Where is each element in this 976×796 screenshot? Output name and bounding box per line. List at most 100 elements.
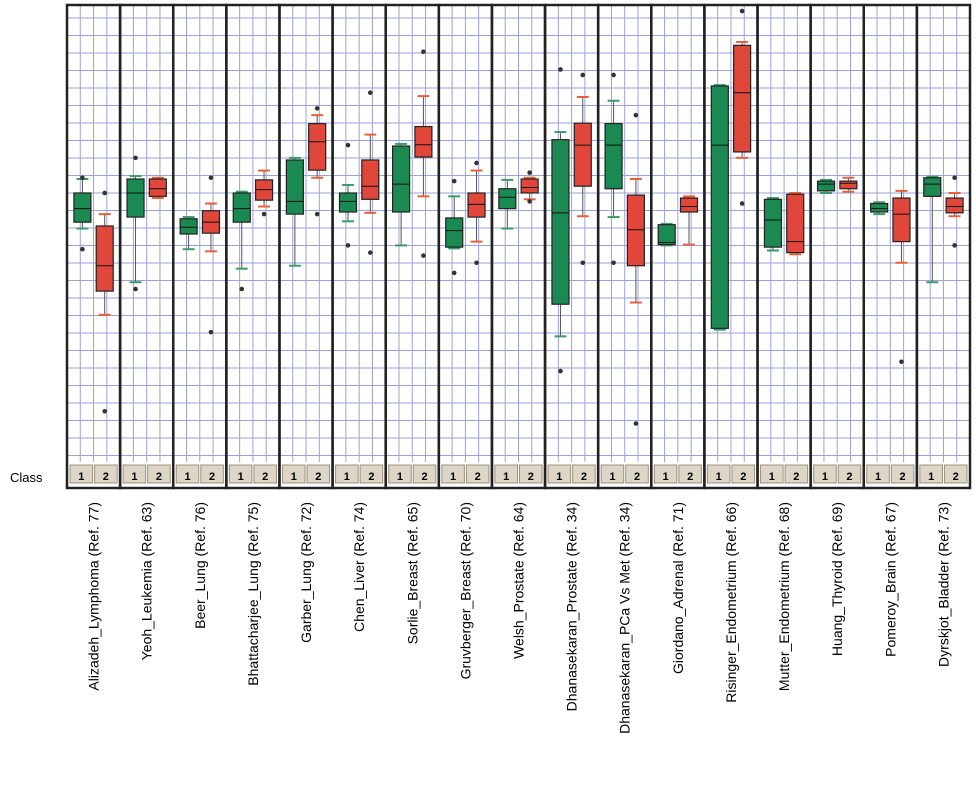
class-cell <box>175 464 200 484</box>
box-iqr <box>232 192 251 223</box>
class-cell <box>122 464 147 484</box>
outlier-point <box>368 250 373 255</box>
outlier-point <box>208 329 214 335</box>
outlier-point <box>952 175 957 181</box>
outlier-point <box>611 260 616 266</box>
box-iqr <box>870 202 889 213</box>
class-cell <box>200 464 224 484</box>
class-cell-label: 1 <box>238 471 244 483</box>
class-cell <box>784 464 809 484</box>
dataset-label: Alizadeh_Lymphoma (Ref. 77) <box>86 502 102 691</box>
outlier-point <box>739 8 745 14</box>
class-cell-label: 1 <box>716 471 722 483</box>
class-cell <box>890 464 915 484</box>
outlier-point <box>80 175 85 181</box>
outlier-point <box>527 199 532 204</box>
class-cell <box>412 464 437 484</box>
box-iqr <box>763 198 783 248</box>
outlier-point <box>474 260 479 266</box>
outlier-point <box>451 178 457 184</box>
class-cell-label: 1 <box>291 471 297 483</box>
box-iqr <box>126 178 145 218</box>
box-iqr <box>338 192 358 213</box>
outlier-point <box>611 72 616 78</box>
box-iqr <box>361 159 380 200</box>
dataset-label: Welsh_Prostate (Ref. 64) <box>511 502 527 659</box>
outlier-point <box>345 243 351 248</box>
class-cell-label: 2 <box>900 471 906 483</box>
outlier-point <box>345 142 351 148</box>
box-iqr <box>73 192 92 223</box>
class-cell <box>625 464 649 484</box>
class-cell <box>547 464 572 484</box>
class-row: 1 2 1 2 1 2 1 2 1 2 1 2 1 2 1 2 1 2 1 2 1 2 1 2 1 2 1 2 1 2 1 2 1 2 <box>69 464 968 484</box>
box-iqr <box>657 224 676 246</box>
box-iqr <box>945 197 964 214</box>
class-cell <box>706 464 731 484</box>
class-cell-label: 2 <box>421 471 427 483</box>
dataset-label: Gruvberger_Breast (Ref. 70) <box>457 502 473 679</box>
outlier-point <box>474 160 479 166</box>
outlier-point <box>421 49 426 54</box>
box-iqr <box>573 122 592 187</box>
class-cell-label: 1 <box>131 471 137 483</box>
outlier-point <box>739 201 745 206</box>
class-cell-label: 1 <box>78 471 84 483</box>
class-cell-label: 1 <box>663 471 669 483</box>
box-iqr <box>95 225 114 292</box>
class-cell-label: 2 <box>103 471 109 483</box>
class-cell <box>837 464 862 484</box>
class-cell-label: 2 <box>793 471 799 483</box>
class-cell <box>388 464 412 484</box>
outlier-point <box>239 286 245 292</box>
class-cell <box>147 464 171 484</box>
dataset-label: Garber_Lung (Ref. 72) <box>298 502 314 643</box>
box-iqr <box>179 218 198 235</box>
outlier-point <box>633 112 639 118</box>
dataset-label: Giordano_Adrenal (Ref. 71) <box>670 502 686 674</box>
class-cell <box>572 464 596 484</box>
box-iqr <box>839 180 858 190</box>
outlier-point <box>80 246 85 252</box>
outlier-point <box>102 408 108 414</box>
box-iqr <box>520 178 539 194</box>
class-cell <box>228 464 253 484</box>
class-cell <box>653 464 678 484</box>
outlier-point <box>208 175 214 181</box>
box-iqr <box>414 125 433 158</box>
dataset-label: Dhanasekaran_PCa Vs Met (Ref. 34) <box>617 502 633 734</box>
class-cell <box>760 464 784 484</box>
class-cell <box>731 464 756 484</box>
class-cell-label: 1 <box>609 471 615 483</box>
box-iqr <box>551 139 570 305</box>
outlier-point <box>368 90 373 96</box>
class-cell-label: 1 <box>503 471 509 483</box>
dataset-label: Sorlie_Breast (Ref. 65) <box>404 502 420 644</box>
class-cell-label: 1 <box>769 471 775 483</box>
dataset-labels: Alizadeh_Lymphoma (Ref. 77) Yeoh_Leukemia… <box>86 502 952 734</box>
outlier-point <box>451 270 457 276</box>
box-iqr <box>892 197 911 243</box>
class-cell-label: 2 <box>156 471 162 483</box>
class-cell-label: 2 <box>740 471 746 483</box>
class-cell <box>69 464 94 484</box>
box-iqr <box>467 192 486 218</box>
box-iqr <box>923 177 942 197</box>
outlier-point <box>314 106 320 111</box>
outlier-point <box>133 155 138 161</box>
outlier-point <box>102 190 108 196</box>
class-cell <box>94 464 118 484</box>
outlier-point <box>633 421 639 426</box>
box-layer <box>73 8 964 426</box>
class-cell-label: 1 <box>397 471 403 483</box>
class-cell <box>813 464 837 484</box>
box-iqr <box>498 188 517 210</box>
class-cell <box>919 464 943 484</box>
dataset-label: Yeoh_Leukemia (Ref. 63) <box>139 502 155 660</box>
box-iqr <box>710 85 729 329</box>
box-iqr <box>604 122 623 190</box>
class-cell <box>866 464 890 484</box>
outlier-point <box>314 211 320 217</box>
class-cell-label: 2 <box>315 471 321 483</box>
dataset-label: Huang_Thyroid (Ref. 69) <box>829 502 845 656</box>
